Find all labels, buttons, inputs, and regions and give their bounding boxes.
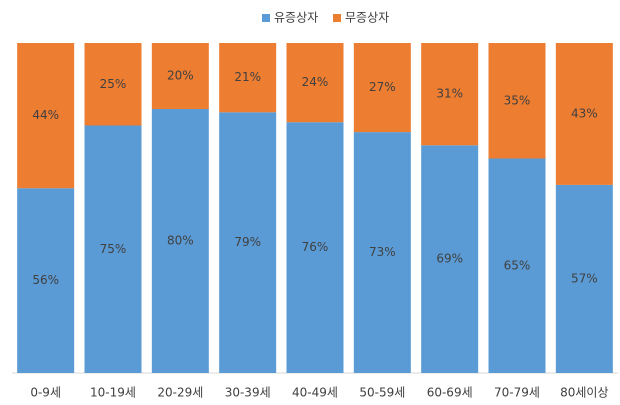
x-tick-label: 80세이상 [560,386,608,400]
value-label: 65% [504,258,531,272]
x-tick-label: 30-39세 [225,386,271,400]
x-tick-label: 10-19세 [90,386,136,400]
value-label: 56% [32,273,59,287]
bar-segment [286,122,344,373]
x-tick-label: 0-9세 [30,386,61,400]
x-tick-label: 50-59세 [359,386,405,400]
bar-segment [555,43,613,185]
legend-label: 유증상자 [274,11,318,25]
bar-segment [488,158,546,373]
legend-swatch [262,14,270,22]
value-label: 43% [571,106,598,120]
bar-segment [84,125,142,373]
value-label: 73% [369,245,396,259]
value-label: 21% [234,70,261,84]
x-tick-label: 60-69세 [427,386,473,400]
value-label: 44% [32,108,59,122]
value-label: 27% [369,80,396,94]
legend-label: 무증상자 [345,11,389,25]
value-label: 80% [167,234,194,248]
bar-segment [219,43,277,113]
value-label: 76% [302,240,329,254]
value-label: 79% [234,235,261,249]
x-tick-label: 20-29세 [157,386,203,400]
x-tick-label: 40-49세 [292,386,338,400]
bar-segment [488,43,546,159]
bar-segment [84,43,142,126]
bar-segment [286,43,344,123]
value-label: 57% [571,271,598,285]
legend-swatch [333,14,341,22]
bar-segment [17,188,75,373]
value-label: 35% [504,93,531,107]
bar-segment [219,112,277,374]
bar-segment [555,184,613,373]
bar-segment [421,145,479,373]
bar-segment [353,132,411,373]
bar-segment [17,43,75,189]
bar-segment [151,109,209,373]
value-label: 24% [302,75,329,89]
value-label: 75% [100,242,127,256]
bar-segment [151,43,209,109]
value-label: 25% [100,77,127,91]
value-label: 69% [436,252,463,266]
value-label: 31% [436,87,463,101]
x-tick-label: 70-79세 [494,386,540,400]
bar-segment [421,43,479,146]
bar-segment [353,43,411,133]
value-label: 20% [167,69,194,83]
